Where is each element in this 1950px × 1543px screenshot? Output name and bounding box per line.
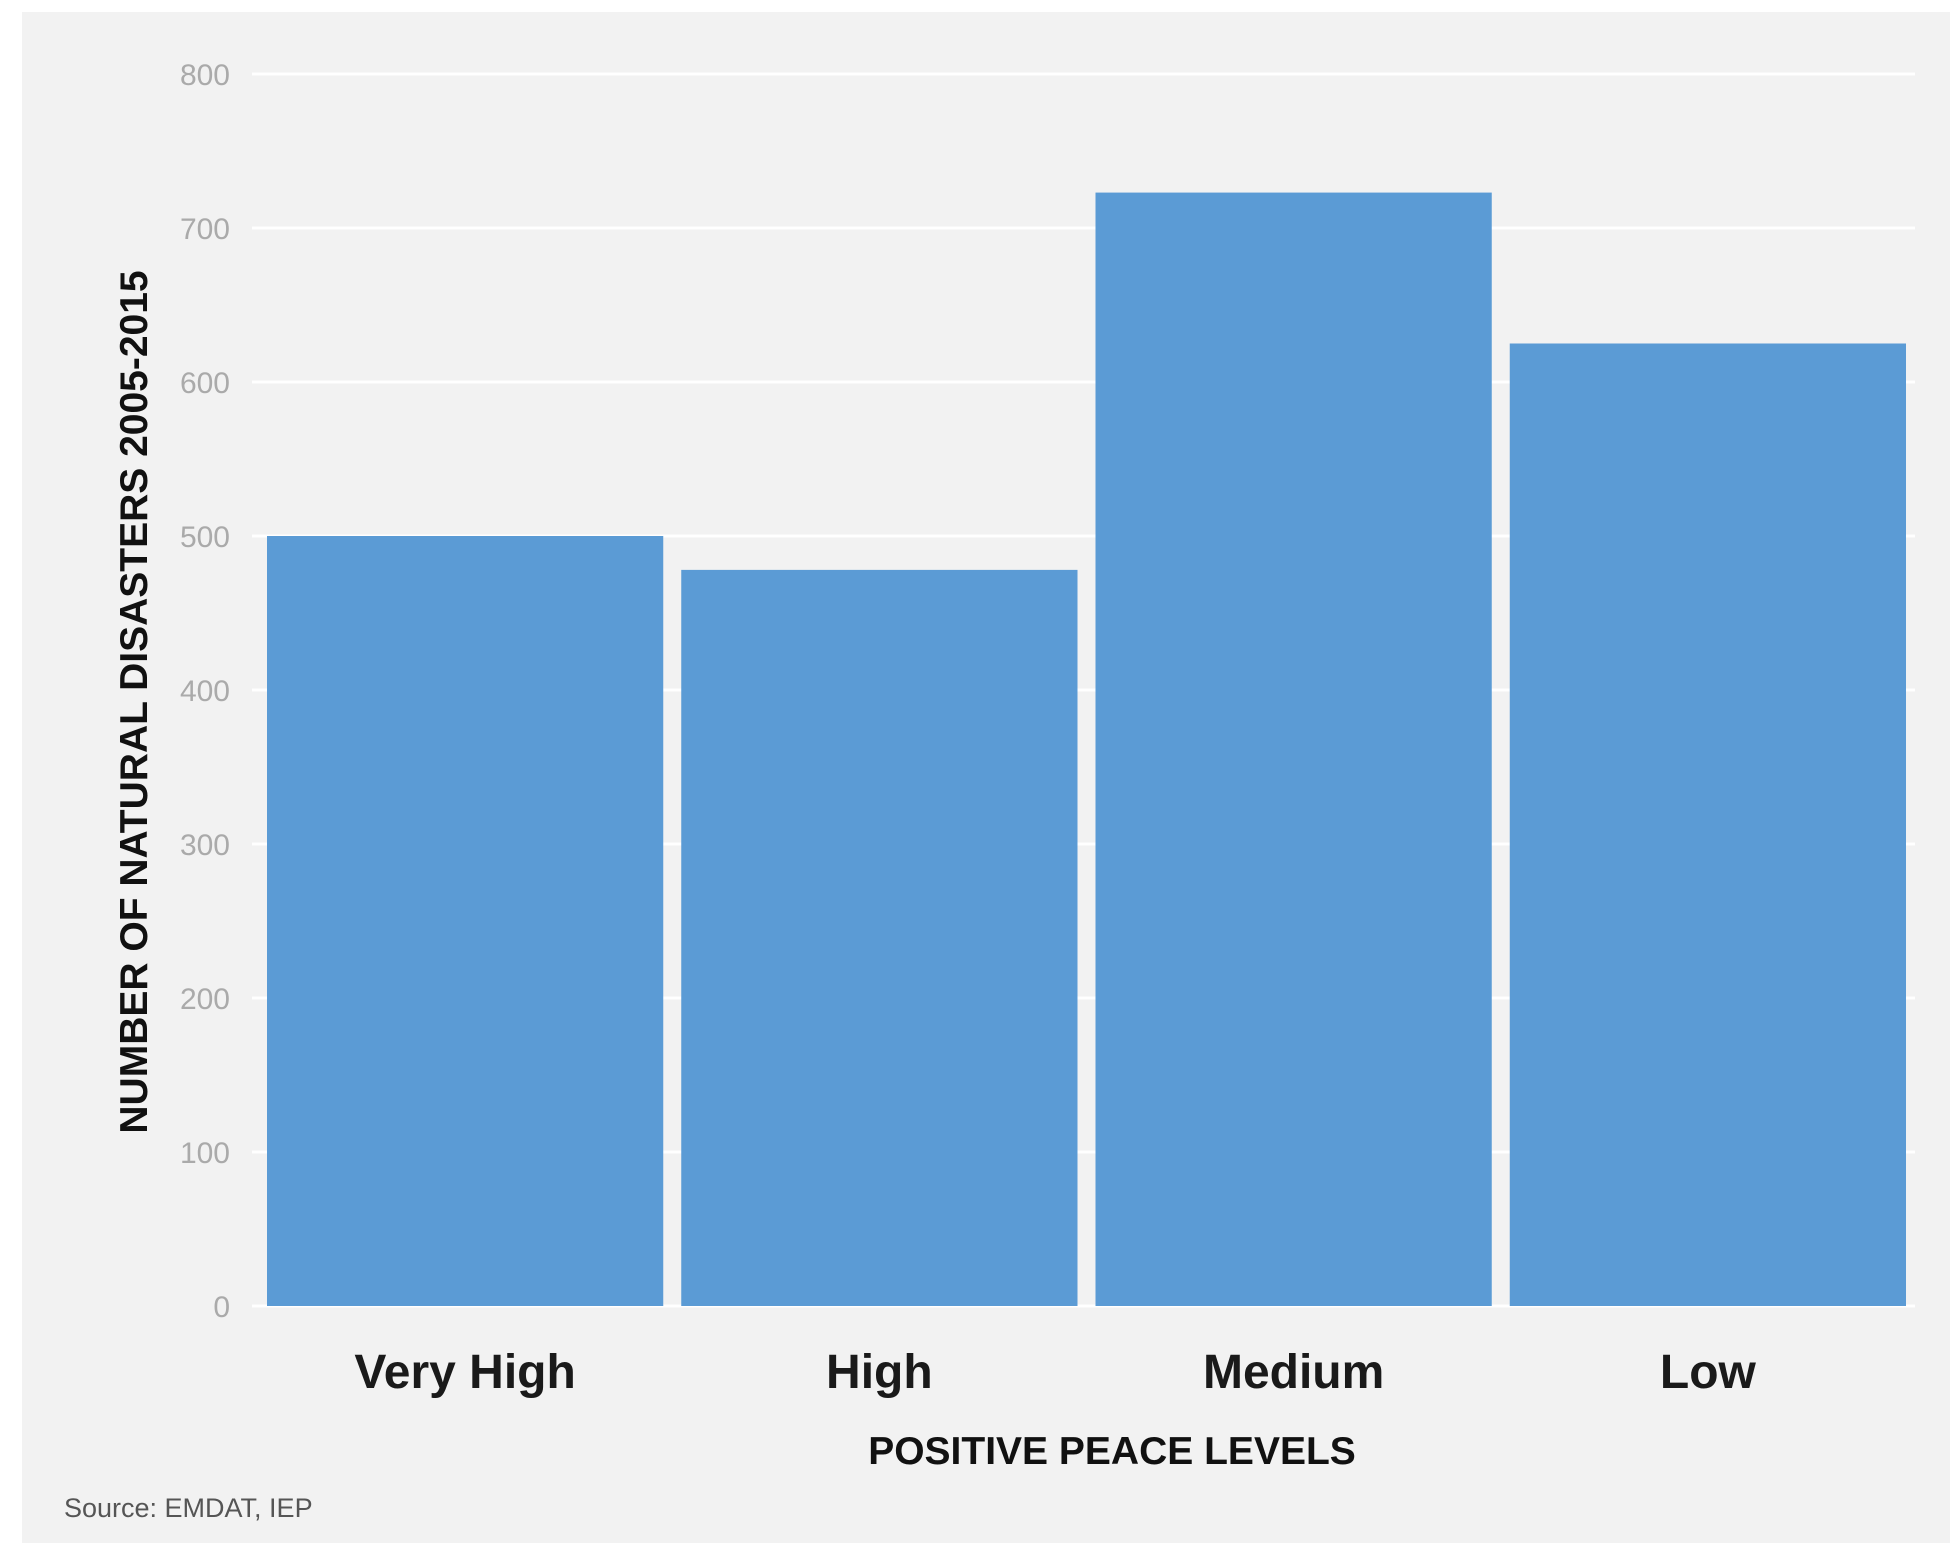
bar-low [1509, 343, 1906, 1306]
x-axis-categories: Very High High Medium Low [354, 1346, 1756, 1399]
y-tick-label: 500 [180, 521, 230, 554]
bar-high [681, 569, 1078, 1306]
source-note: Source: EMDAT, IEP [64, 1493, 313, 1523]
y-axis-ticks: 0 100 200 300 400 500 600 700 800 [180, 59, 230, 1324]
y-tick-label: 700 [180, 213, 230, 246]
y-tick-label: 800 [180, 59, 230, 92]
x-tick-label: Low [1660, 1346, 1757, 1399]
y-axis-title: NUMBER OF NATURAL DISASTERS 2005-2015 [113, 270, 156, 1133]
bar-medium [1095, 192, 1492, 1307]
y-tick-label: 300 [180, 829, 230, 862]
bar-chart: 0 100 200 300 400 500 600 700 800 Very High High M… [64, 59, 1915, 1523]
y-tick-label: 600 [180, 367, 230, 400]
x-tick-label: High [826, 1346, 933, 1399]
y-tick-label: 400 [180, 675, 230, 708]
y-tick-label: 200 [180, 983, 230, 1016]
chart-panel: 0 100 200 300 400 500 600 700 800 Very High High M… [22, 12, 1950, 1543]
x-tick-label: Very High [354, 1346, 575, 1399]
y-tick-label: 100 [180, 1137, 230, 1170]
bar-very-high [267, 536, 664, 1306]
x-tick-label: Medium [1203, 1346, 1384, 1399]
x-axis-title: POSITIVE PEACE LEVELS [868, 1430, 1356, 1473]
bars [267, 192, 1906, 1307]
y-tick-label: 0 [213, 1291, 230, 1324]
